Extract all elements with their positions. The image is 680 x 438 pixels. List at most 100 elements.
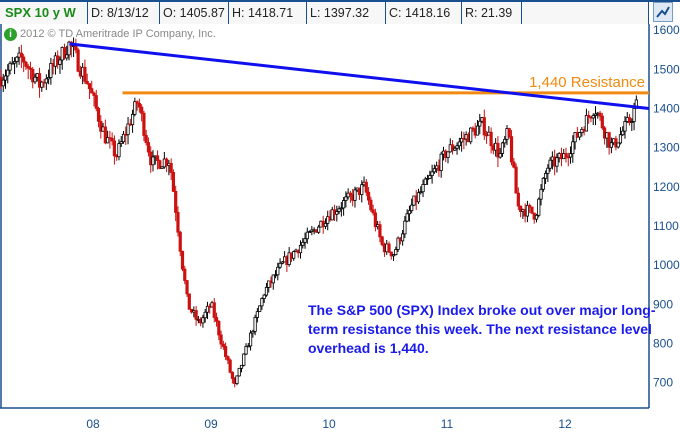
candle-up <box>593 113 598 116</box>
candle-up <box>248 332 253 347</box>
candle-up <box>469 127 473 143</box>
candle-down <box>194 310 198 320</box>
candle-down <box>348 192 353 196</box>
candle-up <box>47 77 51 80</box>
low-value: L: 1397.32 <box>307 2 386 24</box>
candle-up <box>419 191 423 194</box>
candle-up <box>446 151 450 159</box>
candle-down <box>62 47 67 59</box>
candle-up <box>396 237 400 250</box>
candle-up <box>130 113 135 126</box>
candle-up <box>578 132 582 138</box>
candle-down <box>146 142 151 153</box>
candle-up <box>584 115 589 132</box>
candle-down <box>31 68 35 83</box>
candle-down <box>171 172 176 192</box>
quote-header: SPX 10 y W D: 8/13/12 O: 1405.87 H: 1418… <box>0 0 680 24</box>
x-tick-label: 11 <box>441 417 454 431</box>
y-tick-label: 1100 <box>653 219 679 233</box>
candle-up <box>10 62 14 65</box>
candle-down <box>514 166 518 194</box>
candle-down <box>364 181 368 193</box>
info-icon[interactable]: i <box>4 28 17 41</box>
candle-up <box>255 311 259 318</box>
y-tick-label: 1400 <box>653 102 680 116</box>
chart-style-icon[interactable] <box>653 2 673 22</box>
candle-up <box>251 330 255 334</box>
candle-up <box>421 184 425 193</box>
candle-up <box>339 207 343 210</box>
candle-down <box>366 191 371 201</box>
candle-up <box>235 375 239 384</box>
candle-up <box>401 233 405 242</box>
y-tick-label: 700 <box>653 376 673 390</box>
candle-up <box>621 130 625 136</box>
candle-up <box>541 177 545 190</box>
candle-up <box>258 305 262 313</box>
range-value: R: 21.39 <box>462 2 522 24</box>
candle-down <box>26 65 30 69</box>
candle-down <box>96 107 101 122</box>
y-tick-label: 800 <box>653 336 673 350</box>
candle-up <box>246 345 250 348</box>
candle-down <box>600 115 604 129</box>
candle-down <box>380 236 384 246</box>
candle-up <box>539 188 543 200</box>
candle-down <box>85 80 89 84</box>
candle-down <box>369 199 373 211</box>
candle-up <box>119 141 123 144</box>
candle-down <box>373 212 377 228</box>
candle-up <box>439 153 443 171</box>
candle-up <box>106 137 110 144</box>
candle-up <box>405 213 409 222</box>
candle-up <box>292 251 296 259</box>
candle-up <box>301 241 305 246</box>
candle-up <box>623 121 627 132</box>
candle-down <box>371 209 375 214</box>
candle-up <box>260 298 264 307</box>
header-spacer <box>522 2 649 24</box>
candle-down <box>224 346 228 357</box>
candle-up <box>416 192 421 203</box>
candle-down <box>183 268 187 281</box>
symbol-title[interactable]: SPX 10 y W <box>0 2 88 24</box>
candle-up <box>555 157 559 167</box>
candle-down <box>144 135 148 143</box>
candle-up <box>278 262 282 268</box>
candle-up <box>205 305 210 313</box>
candle-up <box>410 204 414 212</box>
candle-up <box>15 56 19 62</box>
candle-down <box>90 88 94 94</box>
candle-down <box>587 115 591 118</box>
candle-up <box>298 244 303 254</box>
candle-up <box>276 266 280 276</box>
candle-up <box>525 204 530 217</box>
candle-down <box>135 101 139 104</box>
candle-down <box>226 356 230 361</box>
candle-up <box>534 214 539 220</box>
candle-down <box>627 117 632 123</box>
candle-up <box>3 75 8 81</box>
candle-down <box>169 162 173 173</box>
candle-down <box>94 95 98 109</box>
candle-up <box>287 252 291 265</box>
candle-down <box>212 302 216 318</box>
candle-down <box>516 192 520 207</box>
candle-up <box>262 294 266 299</box>
candle-up <box>475 125 480 136</box>
candle-up <box>305 231 309 240</box>
candle-up <box>239 364 244 369</box>
candle-up <box>49 63 53 78</box>
candle-down <box>607 132 611 148</box>
candle-down <box>496 142 500 158</box>
candle-up <box>151 156 155 166</box>
candle-down <box>519 205 523 212</box>
candle-down <box>512 161 516 168</box>
candle-up <box>455 145 459 149</box>
candle-up <box>403 220 407 235</box>
candle-down <box>112 140 117 157</box>
candle-up <box>391 254 396 257</box>
candle-up <box>335 211 339 215</box>
candle-down <box>103 126 107 144</box>
y-tick-label: 1300 <box>653 141 680 155</box>
